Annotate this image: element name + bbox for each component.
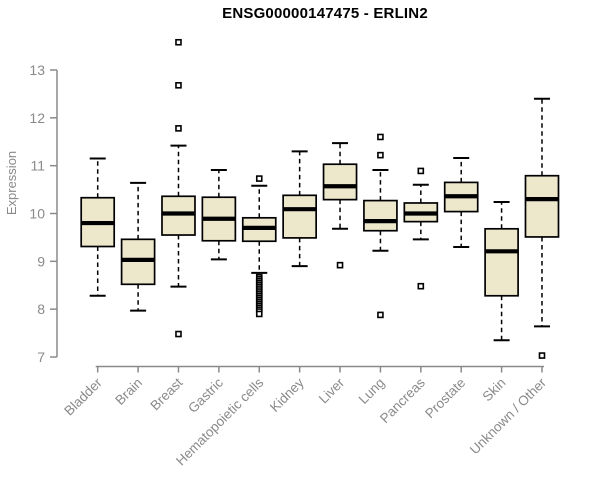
box-Unknown / Other (524, 174, 560, 238)
x-tick-label: Breast (147, 375, 185, 413)
outlier-point (255, 310, 263, 318)
y-tick-label: 8 (37, 301, 45, 317)
y-tick-label: 10 (29, 206, 45, 222)
y-tick-label: 12 (29, 110, 45, 126)
y-tick-label: 13 (29, 62, 45, 78)
chart-title: ENSG00000147475 - ERLIN2 (222, 5, 428, 22)
x-tick-label: Kidney (267, 375, 307, 415)
box-Skin (484, 227, 519, 297)
outlier-point (175, 125, 182, 132)
x-tick-label: Pancreas (377, 375, 428, 426)
box-Lung (363, 199, 398, 232)
outlier-point (255, 175, 263, 182)
outlier-point (175, 38, 182, 46)
outlier-point (377, 311, 384, 319)
y-tick-label: 11 (30, 158, 45, 174)
outlier-point (336, 261, 344, 269)
y-tick-label: 7 (37, 349, 45, 365)
x-tick-label: Liver (316, 375, 348, 407)
x-tick-label: Prostate (422, 375, 468, 421)
box-Kidney (282, 194, 317, 239)
outlier-point (538, 352, 546, 359)
box-Breast (161, 195, 196, 236)
x-tick-label: Bladder (61, 375, 105, 419)
x-tick-label: Brain (112, 375, 145, 408)
outlier-point (417, 282, 425, 290)
x-tick-label: Lung (356, 375, 388, 407)
outlier-point (175, 330, 182, 338)
x-tick-label: Skin (480, 375, 509, 404)
box-Liver (322, 163, 358, 201)
outlier-point (377, 133, 384, 141)
outlier-point (377, 151, 384, 159)
outlier-point (417, 167, 425, 175)
outlier-point (175, 82, 182, 89)
x-tick-label: Unknown / Other (467, 375, 550, 458)
y-tick-label: 9 (37, 253, 45, 269)
